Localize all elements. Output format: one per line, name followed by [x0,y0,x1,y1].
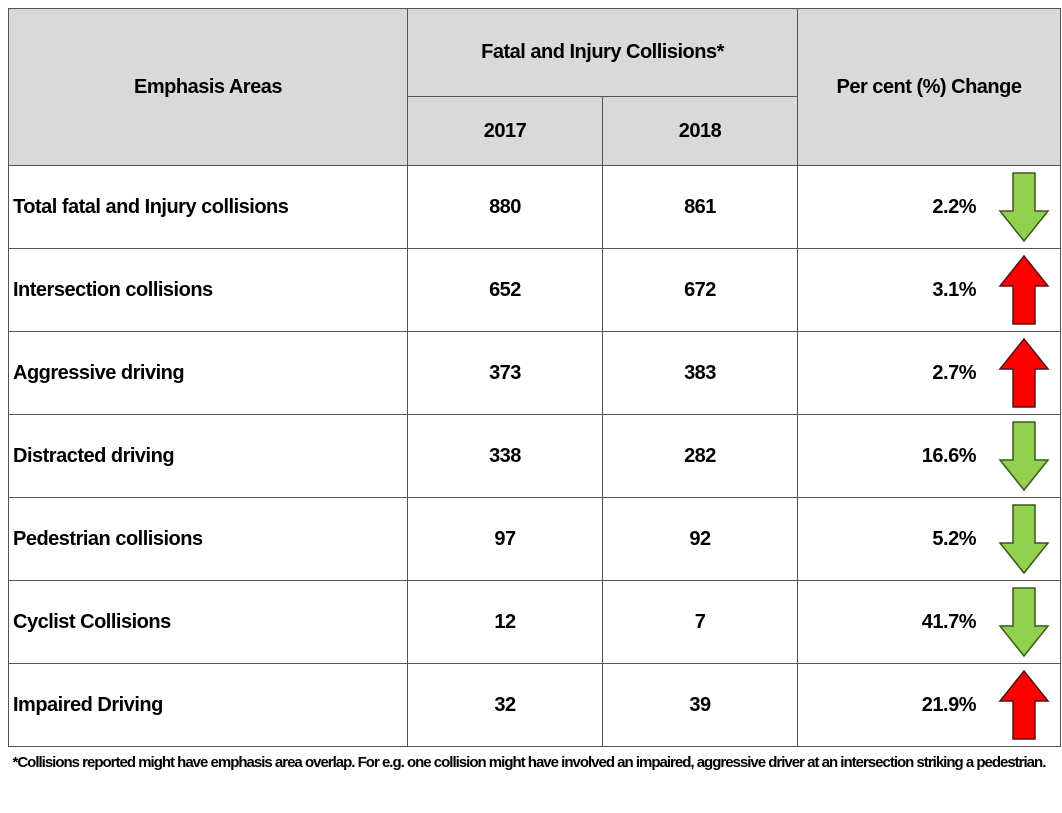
row-label: Aggressive driving [9,332,408,415]
percent-change: 16.6% [922,445,976,468]
value-2018: 383 [603,332,798,415]
change-cell: 2.2% [798,166,1061,249]
row-label: Cyclist Collisions [9,581,408,664]
value-2017: 373 [408,332,603,415]
up-arrow [998,337,1050,409]
value-2017: 32 [408,664,603,747]
row-label: Distracted driving [9,415,408,498]
value-2017: 338 [408,415,603,498]
change-wrap: 3.1% [798,254,1060,326]
change-wrap: 2.7% [798,337,1060,409]
change-wrap: 16.6% [798,420,1060,492]
value-2018: 282 [603,415,798,498]
percent-change: 5.2% [932,528,976,551]
change-cell: 41.7% [798,581,1061,664]
value-2018: 861 [603,166,798,249]
value-2018: 39 [603,664,798,747]
down-arrow [998,586,1050,658]
percent-change: 21.9% [922,694,976,717]
down-arrow [998,171,1050,243]
change-cell: 21.9% [798,664,1061,747]
percent-change: 2.7% [932,362,976,385]
row-label: Pedestrian collisions [9,498,408,581]
up-arrow [998,669,1050,741]
footnote: *Collisions reported might have emphasis… [9,747,1061,813]
header-year: 2018 [603,97,798,166]
up-arrow [998,254,1050,326]
value-2018: 7 [603,581,798,664]
change-cell: 2.7% [798,332,1061,415]
change-cell: 5.2% [798,498,1061,581]
down-arrow [998,420,1050,492]
change-cell: 3.1% [798,249,1061,332]
value-2017: 880 [408,166,603,249]
header-year: 2017 [408,97,603,166]
change-wrap: 41.7% [798,586,1060,658]
change-wrap: 21.9% [798,669,1060,741]
value-2017: 12 [408,581,603,664]
value-2018: 92 [603,498,798,581]
change-wrap: 2.2% [798,171,1060,243]
header-emphasis: Emphasis Areas [9,9,408,166]
percent-change: 2.2% [932,196,976,219]
percent-change: 3.1% [932,279,976,302]
row-label: Total fatal and Injury collisions [9,166,408,249]
value-2017: 652 [408,249,603,332]
percent-change: 41.7% [922,611,976,634]
row-label: Impaired Driving [9,664,408,747]
change-cell: 16.6% [798,415,1061,498]
change-wrap: 5.2% [798,503,1060,575]
down-arrow [998,503,1050,575]
header-change: Per cent (%) Change [798,9,1061,166]
row-label: Intersection collisions [9,249,408,332]
value-2017: 97 [408,498,603,581]
header-group: Fatal and Injury Collisions* [408,9,798,97]
value-2018: 672 [603,249,798,332]
collision-table: Emphasis Areas Fatal and Injury Collisio… [8,8,1061,813]
